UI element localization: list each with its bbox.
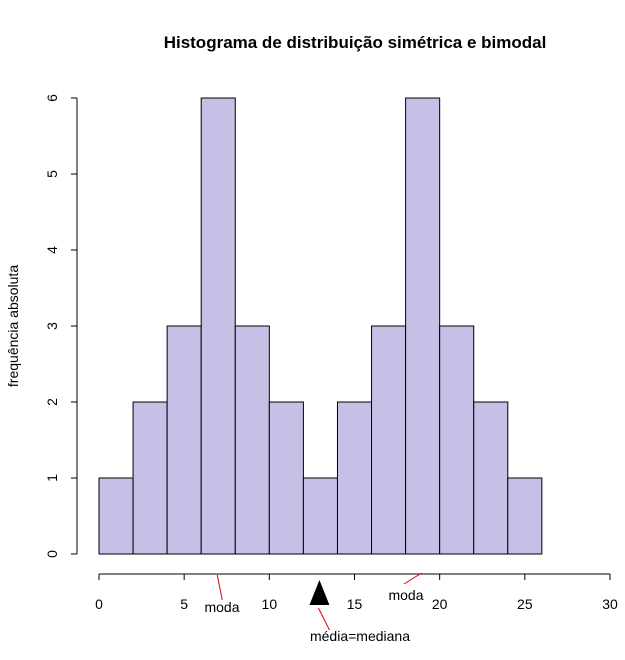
y-tick-label: 1 [44,474,60,482]
histogram-bar [405,97,441,555]
histogram-bar [166,325,202,555]
histogram-bar [371,325,407,555]
chart-title: Histograma de distribuição simétrica e b… [164,33,547,52]
histogram-bar [268,401,304,555]
histogram-bar [132,401,168,555]
histogram-bar [473,401,509,555]
x-tick-label: 25 [517,596,533,612]
y-tick-label: 5 [44,170,60,178]
x-tick-label: 5 [180,596,188,612]
y-tick-label: 3 [44,322,60,330]
media-mediana-marker [309,580,330,605]
moda-left-label: moda [204,599,239,615]
y-tick-label: 2 [44,398,60,406]
x-tick-label: 30 [602,596,618,612]
histogram-bar [507,477,543,555]
histogram-bar [234,325,270,555]
media-mediana-label: média=mediana [310,628,410,644]
x-tick-label: 0 [95,596,103,612]
y-tick-label: 0 [44,550,60,558]
moda-right-pointer [403,572,422,585]
y-axis: 0 1 2 3 4 5 6 [44,94,78,558]
y-axis-label: frequência absoluta [5,265,21,387]
moda-right-label: moda [388,587,423,603]
y-tick-label: 4 [44,246,60,254]
annotations: moda moda média=mediana [204,572,424,644]
histogram-bar [200,97,236,555]
x-tick-label: 20 [432,596,448,612]
histogram-bars [98,97,543,555]
media-mediana-pointer [317,607,330,631]
histogram-bar [336,401,373,555]
histogram-bar [302,477,338,555]
x-axis: 0 5 10 15 20 25 30 [95,573,618,612]
histogram-bar [439,325,475,555]
x-tick-label: 15 [347,596,363,612]
y-tick-label: 6 [44,94,60,102]
x-tick-label: 10 [262,596,278,612]
histogram-bar [98,477,134,555]
moda-left-pointer [216,574,223,601]
